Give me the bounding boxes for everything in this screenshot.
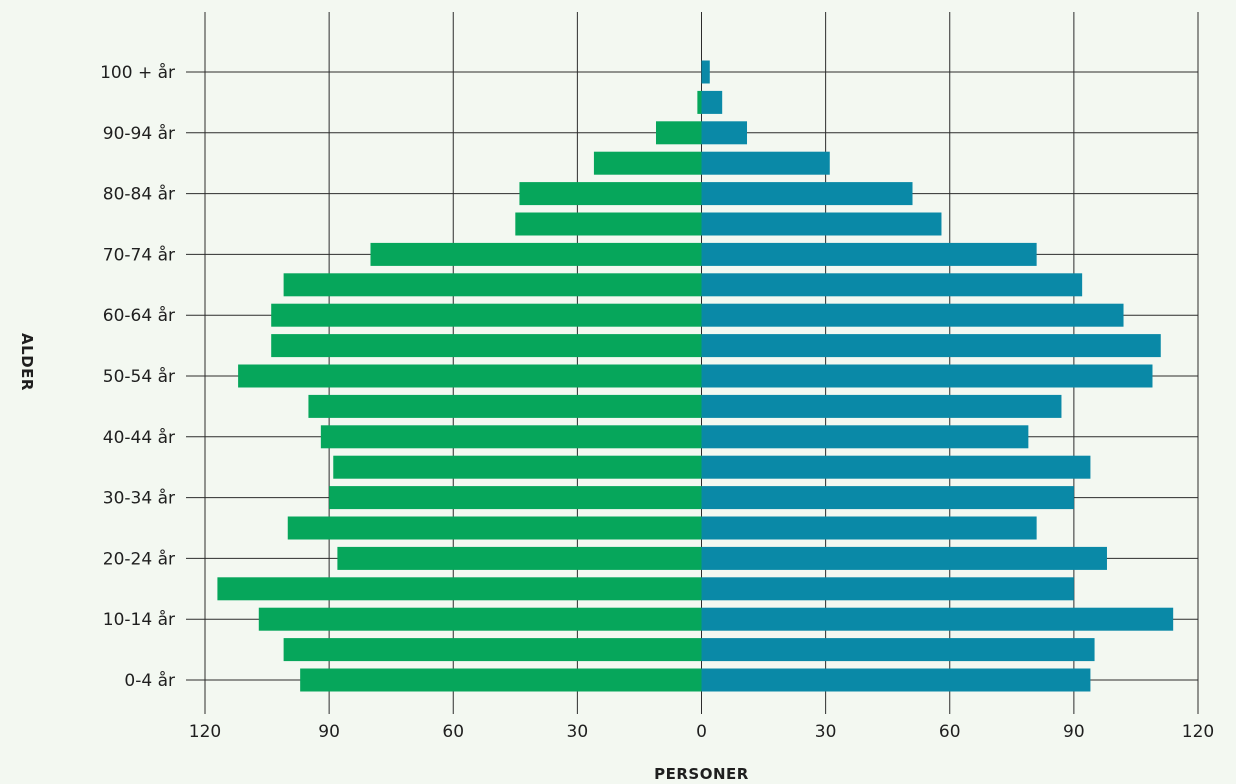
left-bar (271, 334, 702, 358)
right-bar (701, 607, 1174, 631)
y-tick-label: 80-84 år (103, 184, 175, 205)
left-bar (655, 121, 702, 145)
right-bar (701, 303, 1124, 327)
left-bar (593, 151, 702, 175)
right-bar (701, 212, 942, 236)
right-bar (701, 334, 1161, 358)
x-tick-label: 90 (318, 722, 340, 742)
y-tick-label: 20-24 år (103, 548, 175, 569)
left-bar (300, 668, 702, 692)
right-bar (701, 90, 723, 114)
right-bar (701, 455, 1091, 479)
x-tick-label: 60 (939, 722, 961, 742)
right-bar (701, 60, 710, 84)
x-tick-label: 120 (189, 722, 221, 742)
right-bar (701, 516, 1037, 540)
y-tick-label: 100 + år (100, 62, 175, 83)
right-bar (701, 668, 1091, 692)
right-bar (701, 638, 1095, 662)
y-axis-title: ALDER (18, 333, 36, 391)
left-bar (271, 303, 702, 327)
y-tick-labels: 0-4 år 10-14 år 20-24 år 30-34 år 40-44 år 50… (100, 62, 175, 691)
left-bar (697, 90, 702, 114)
left-bar (283, 273, 702, 297)
bars-layer (217, 60, 1174, 692)
y-tick-label: 60-64 år (103, 305, 175, 326)
x-tick-label: 90 (1063, 722, 1085, 742)
left-bar (287, 516, 702, 540)
left-bar (238, 364, 702, 388)
right-bar (701, 182, 913, 206)
right-bar (701, 394, 1062, 418)
y-tick-label: 10-14 år (103, 609, 175, 630)
left-bar (217, 577, 702, 601)
y-tick-label: 40-44 år (103, 427, 175, 448)
right-bar (701, 577, 1074, 601)
left-bar (337, 546, 702, 570)
left-bar (320, 425, 702, 449)
right-bar (701, 364, 1153, 388)
y-tick-label: 90-94 år (103, 123, 175, 144)
y-tick-label: 50-54 år (103, 366, 175, 387)
right-bar (701, 242, 1037, 266)
right-bar (701, 486, 1074, 510)
x-axis-title: PERSONER (654, 765, 749, 783)
right-bar (701, 121, 748, 145)
y-tick-label: 0-4 år (124, 670, 175, 691)
right-bar (701, 546, 1107, 570)
left-bar (283, 638, 702, 662)
y-tick-label: 70-74 år (103, 244, 175, 265)
right-bar (701, 425, 1029, 449)
left-bar (333, 455, 702, 479)
y-tick-label: 30-34 år (103, 488, 175, 509)
left-bar (519, 182, 702, 206)
x-tick-labels: 120 90 60 30 0 30 60 90 120 (189, 722, 1214, 742)
right-bar (701, 273, 1083, 297)
x-tick-label: 30 (567, 722, 589, 742)
x-tick-label: 60 (442, 722, 464, 742)
x-tick-label: 120 (1182, 722, 1214, 742)
left-bar (258, 607, 702, 631)
right-bar (701, 151, 830, 175)
left-bar (329, 486, 702, 510)
left-bar (515, 212, 702, 236)
left-bar (308, 394, 702, 418)
left-bar (370, 242, 702, 266)
x-tick-label: 30 (815, 722, 837, 742)
x-tick-label: 0 (696, 722, 707, 742)
